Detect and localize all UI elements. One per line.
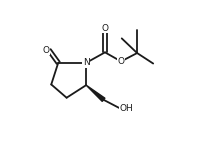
Text: O: O [42,46,49,55]
Polygon shape [86,85,105,101]
Text: OH: OH [120,104,133,113]
Text: O: O [101,24,109,33]
Text: N: N [83,58,89,67]
Text: O: O [118,57,125,66]
